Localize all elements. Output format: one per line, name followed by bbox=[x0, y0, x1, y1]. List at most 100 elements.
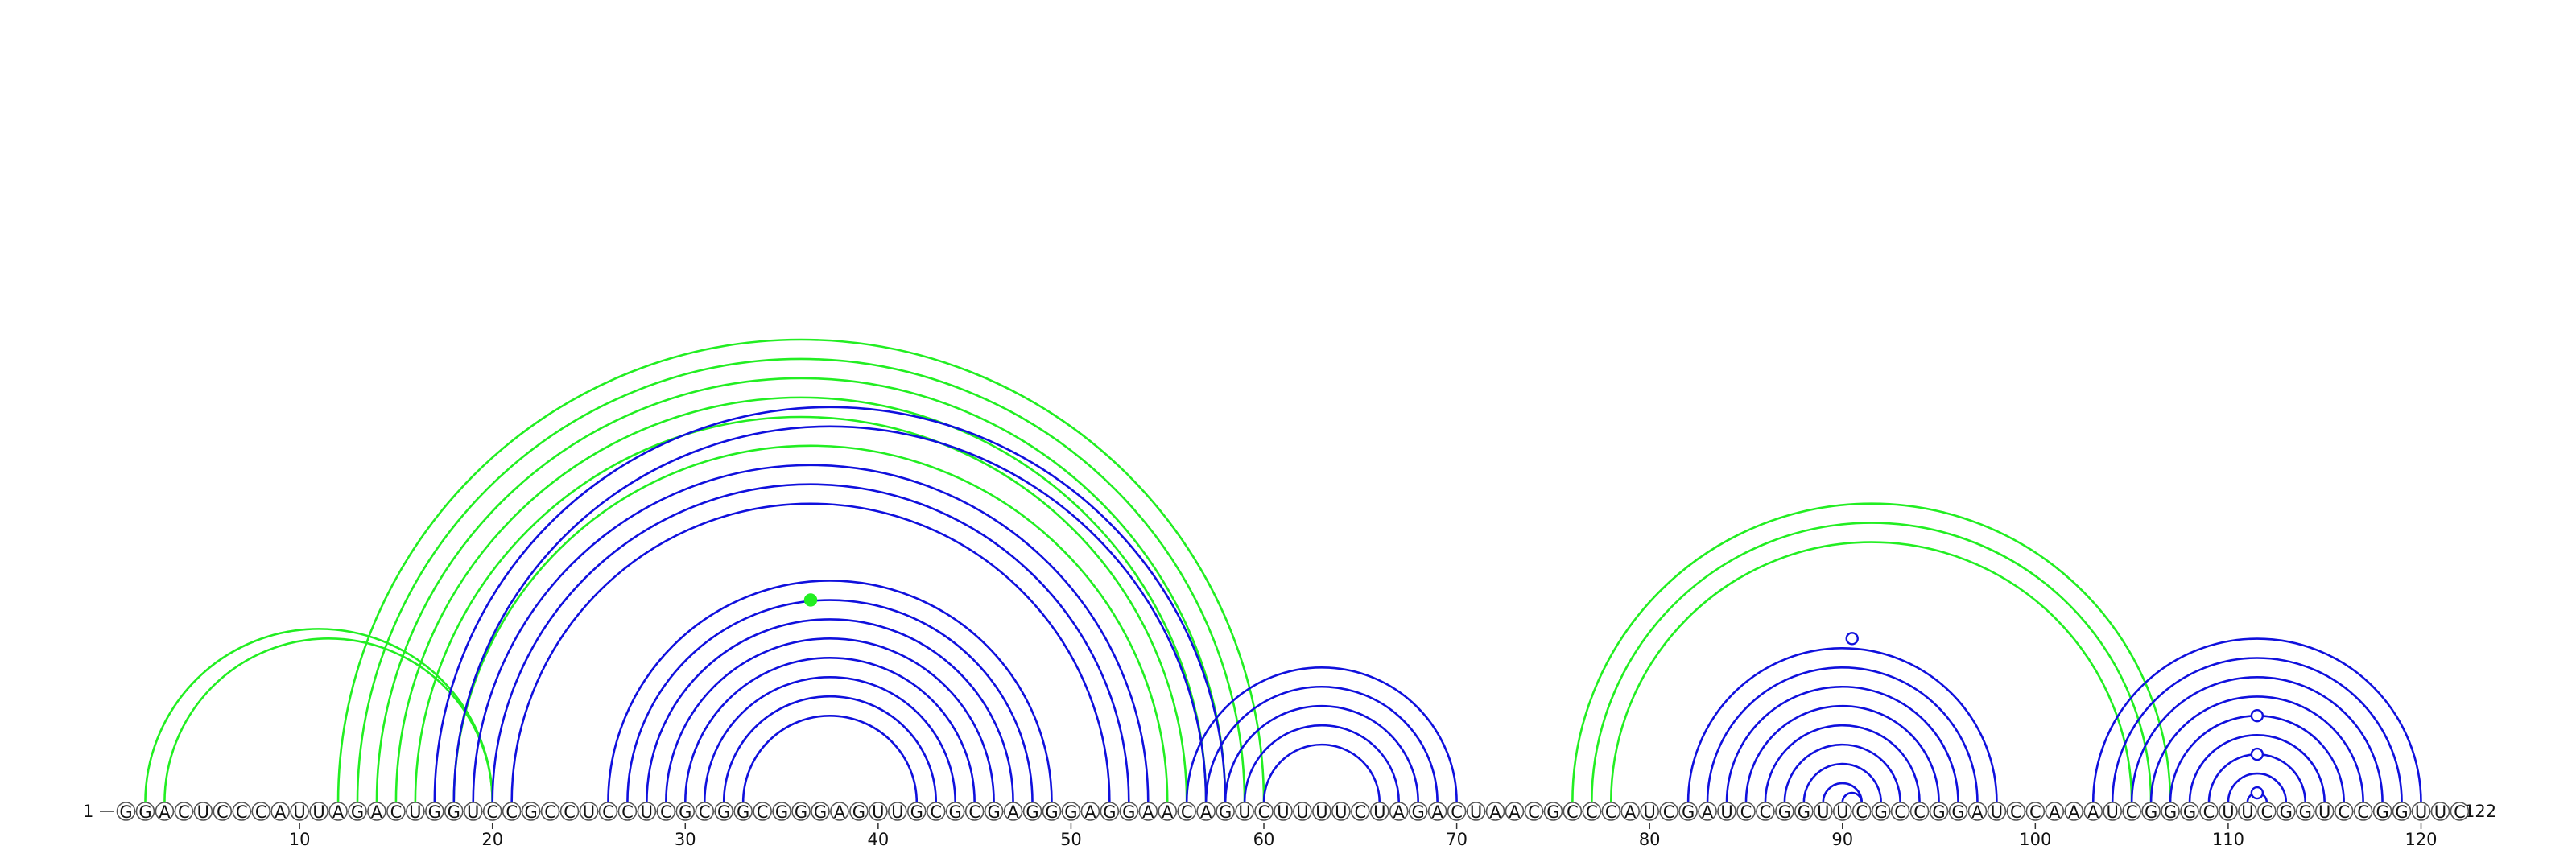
base-letter: G bbox=[795, 802, 807, 822]
base-letter: C bbox=[1740, 802, 1752, 822]
base-50: G bbox=[1061, 802, 1081, 822]
base-70: C bbox=[1447, 802, 1467, 822]
base-letter: C bbox=[1894, 802, 1906, 822]
base-letter: C bbox=[1354, 802, 1366, 822]
base-circle bbox=[869, 802, 888, 821]
blue-arc-31-44 bbox=[703, 676, 956, 803]
base-letter: U bbox=[1991, 802, 2003, 822]
blue-arc-104-119 bbox=[2111, 657, 2403, 803]
base-letter: U bbox=[2106, 802, 2118, 822]
base-circle bbox=[1138, 802, 1158, 821]
marker-0 bbox=[803, 593, 818, 607]
base-6: C bbox=[213, 802, 233, 822]
base-90: U bbox=[1832, 802, 1852, 822]
base-letter: G bbox=[2395, 802, 2408, 822]
base-8: C bbox=[251, 802, 271, 822]
base-circle bbox=[1543, 802, 1563, 821]
base-circle bbox=[2295, 802, 2315, 821]
base-letter: U bbox=[583, 802, 595, 822]
base-76: C bbox=[1563, 802, 1583, 822]
blue-arc-88-92 bbox=[1802, 763, 1882, 803]
base-11: U bbox=[309, 802, 328, 822]
base-54: A bbox=[1138, 802, 1158, 822]
blue-arc-110-113 bbox=[2227, 772, 2288, 803]
base-letter: G bbox=[717, 802, 730, 822]
blue-arc-82-98 bbox=[1686, 647, 1998, 803]
base-letter: A bbox=[834, 802, 846, 822]
base-letter: A bbox=[1509, 802, 1521, 822]
base-letter: G bbox=[1951, 802, 1964, 822]
tick-label-40: 40 bbox=[867, 830, 889, 849]
base-letter: C bbox=[1258, 802, 1270, 822]
base-circle bbox=[1427, 802, 1447, 821]
base-23: C bbox=[540, 802, 560, 822]
base-letter: A bbox=[1702, 802, 1714, 822]
base-32: G bbox=[714, 802, 733, 822]
base-51: A bbox=[1080, 802, 1100, 822]
base-64: U bbox=[1331, 802, 1351, 822]
base-letter: U bbox=[1238, 802, 1250, 822]
base-75: G bbox=[1543, 802, 1563, 822]
base-circle bbox=[1563, 802, 1583, 821]
base-circle bbox=[1293, 802, 1312, 821]
base-30: G bbox=[675, 802, 696, 822]
base-98: U bbox=[1987, 802, 2007, 822]
base-circle bbox=[2257, 802, 2277, 821]
base-letter: G bbox=[1122, 802, 1135, 822]
base-circle bbox=[906, 802, 927, 821]
base-110: U bbox=[2219, 802, 2238, 822]
base-86: C bbox=[1756, 802, 1775, 822]
base-letter: U bbox=[1296, 802, 1308, 822]
base-letter: U bbox=[1470, 802, 1482, 822]
base-letter: G bbox=[852, 802, 865, 822]
base-34: C bbox=[753, 802, 772, 822]
base-100: C bbox=[2025, 802, 2046, 822]
base-circle bbox=[1466, 802, 1486, 821]
base-circle bbox=[559, 802, 580, 821]
base-letter: A bbox=[1084, 802, 1096, 822]
base-letter: C bbox=[2338, 802, 2350, 822]
base-letter: G bbox=[1546, 802, 1559, 822]
base-letter: G bbox=[2299, 802, 2312, 822]
base-circle bbox=[1080, 802, 1100, 821]
base-48: G bbox=[1022, 802, 1042, 822]
base-letter: U bbox=[891, 802, 903, 822]
blue-arc-27-48 bbox=[626, 599, 1034, 803]
base-letter: G bbox=[428, 802, 441, 822]
base-circle bbox=[2353, 802, 2373, 821]
base-58: G bbox=[1216, 802, 1235, 822]
tick-label-70: 70 bbox=[1446, 830, 1468, 849]
base-33: G bbox=[733, 802, 753, 822]
base-circle bbox=[1274, 802, 1293, 821]
base-31: C bbox=[695, 802, 715, 822]
base-letter: G bbox=[1875, 802, 1888, 822]
base-circle bbox=[1756, 802, 1775, 821]
base-circle bbox=[463, 802, 483, 821]
base-circle bbox=[1948, 802, 1968, 821]
base-107: G bbox=[2161, 802, 2180, 822]
base-117: C bbox=[2353, 802, 2373, 822]
blue-arc-17-58 bbox=[433, 406, 1227, 803]
tick-label-10: 10 bbox=[289, 830, 311, 849]
base-letter: G bbox=[1219, 802, 1232, 822]
base-circle bbox=[232, 802, 252, 821]
blue-arc-60-66 bbox=[1262, 743, 1381, 803]
base-circle bbox=[1061, 802, 1081, 821]
base-circle bbox=[656, 802, 676, 821]
base-56: C bbox=[1177, 802, 1196, 822]
base-108: G bbox=[2180, 802, 2199, 822]
base-letter: U bbox=[1335, 802, 1347, 822]
blue-arc-33-42 bbox=[741, 714, 919, 803]
base-circle bbox=[1254, 802, 1274, 821]
base-circle bbox=[270, 802, 290, 821]
base-38: A bbox=[830, 802, 849, 822]
base-circle bbox=[617, 802, 638, 821]
base-letter: U bbox=[467, 802, 479, 822]
base-circle bbox=[2314, 802, 2334, 821]
tick-label-120: 120 bbox=[2405, 830, 2437, 849]
base-letter: C bbox=[660, 802, 672, 822]
base-circle bbox=[1929, 802, 1949, 821]
base-letter: G bbox=[1682, 802, 1695, 822]
base-letter: C bbox=[1856, 802, 1868, 822]
base-letter: A bbox=[2087, 802, 2099, 822]
